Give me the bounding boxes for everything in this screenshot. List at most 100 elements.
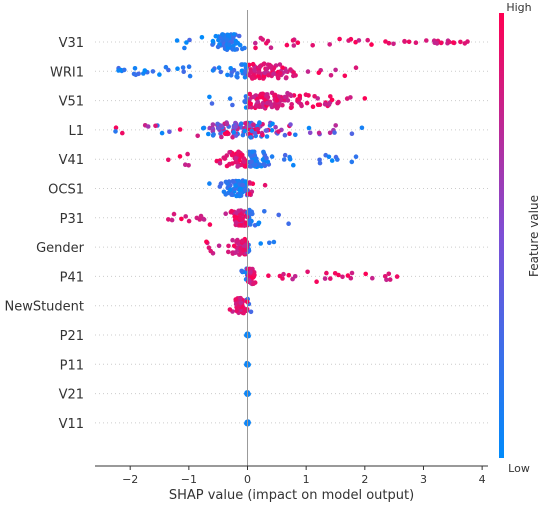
shap-point xyxy=(183,214,188,219)
shap-point xyxy=(222,156,228,161)
shap-point xyxy=(264,128,270,133)
shap-point xyxy=(242,307,248,312)
shap-point xyxy=(233,297,238,302)
shap-point xyxy=(226,243,231,249)
shap-point xyxy=(240,132,246,138)
shap-point xyxy=(224,130,230,135)
shap-point xyxy=(251,162,257,167)
feature-label: P31 xyxy=(60,212,84,227)
shap-point xyxy=(285,98,291,103)
shap-point xyxy=(241,247,246,253)
shap-point xyxy=(242,128,247,134)
shap-point xyxy=(243,164,248,169)
shap-point xyxy=(250,61,256,67)
shap-point xyxy=(251,122,256,127)
shap-point xyxy=(291,70,296,75)
shap-point xyxy=(342,73,348,79)
shap-point xyxy=(251,272,257,277)
shap-point xyxy=(198,213,204,219)
x-tick-label: −1 xyxy=(181,473,197,486)
shap-point xyxy=(272,93,277,98)
shap-point xyxy=(244,95,249,101)
shap-point xyxy=(217,184,223,189)
shap-point xyxy=(174,38,180,43)
shap-point xyxy=(142,68,148,73)
shap-point xyxy=(226,249,231,255)
shap-point xyxy=(234,210,239,215)
shap-point xyxy=(248,269,253,275)
colorbar-title: Feature value xyxy=(527,195,541,277)
shap-point xyxy=(291,162,296,168)
shap-point xyxy=(204,239,209,245)
shap-point xyxy=(413,40,419,45)
shap-point xyxy=(286,272,292,278)
shap-point xyxy=(230,161,235,166)
feature-label: WRI1 xyxy=(50,65,84,80)
shap-point xyxy=(248,101,253,107)
shap-point xyxy=(215,121,220,127)
shap-point xyxy=(239,268,244,274)
shap-point xyxy=(328,276,333,281)
shap-point xyxy=(247,91,253,97)
shap-point xyxy=(255,126,260,132)
shap-point xyxy=(465,39,470,44)
shap-point xyxy=(290,276,295,282)
shap-point xyxy=(207,222,213,227)
shap-point xyxy=(207,94,212,100)
shap-point xyxy=(269,154,275,159)
shap-point xyxy=(387,277,393,282)
shap-point xyxy=(153,123,158,129)
shap-point xyxy=(317,160,323,166)
shap-point xyxy=(182,45,187,51)
shap-point xyxy=(260,91,266,97)
shap-point xyxy=(250,149,255,155)
shap-point xyxy=(287,154,292,160)
shap-point xyxy=(237,193,242,199)
shap-point xyxy=(194,215,200,221)
shap-point xyxy=(303,92,309,97)
shap-point xyxy=(329,97,335,103)
shap-point xyxy=(286,221,291,226)
shap-point xyxy=(239,217,244,222)
shap-point xyxy=(253,40,258,46)
shap-point xyxy=(345,273,351,278)
shap-point xyxy=(236,33,242,39)
shap-point xyxy=(370,275,375,281)
shap-point xyxy=(293,132,298,138)
shap-point xyxy=(353,154,359,159)
shap-point xyxy=(383,39,388,44)
shap-point xyxy=(265,95,271,100)
shap-point xyxy=(266,72,271,78)
shap-point xyxy=(349,131,355,136)
shap-point xyxy=(233,183,238,188)
shap-point xyxy=(228,73,234,78)
shap-point xyxy=(241,159,247,164)
shap-point xyxy=(220,32,225,37)
shap-point xyxy=(201,217,207,222)
shap-point xyxy=(328,73,334,78)
shap-point xyxy=(284,42,290,48)
shap-point xyxy=(226,42,232,48)
shap-point xyxy=(386,271,392,277)
shap-point xyxy=(458,39,463,45)
shap-point xyxy=(264,155,269,161)
shap-point xyxy=(258,35,264,41)
shap-point xyxy=(306,125,312,131)
shap-point xyxy=(169,217,175,223)
shap-point xyxy=(248,135,253,140)
shap-point xyxy=(133,72,139,78)
feature-label: Gender xyxy=(36,241,85,256)
shap-point xyxy=(335,100,340,106)
shap-point xyxy=(206,131,211,137)
shap-point xyxy=(234,159,239,165)
shap-point xyxy=(269,128,275,133)
shap-point xyxy=(258,241,264,246)
shap-point xyxy=(185,151,190,157)
shap-point xyxy=(356,38,362,43)
shap-point xyxy=(327,130,333,136)
shap-point xyxy=(265,159,271,164)
shap-point xyxy=(235,164,240,169)
shap-point xyxy=(322,276,328,281)
shap-point xyxy=(195,133,200,139)
